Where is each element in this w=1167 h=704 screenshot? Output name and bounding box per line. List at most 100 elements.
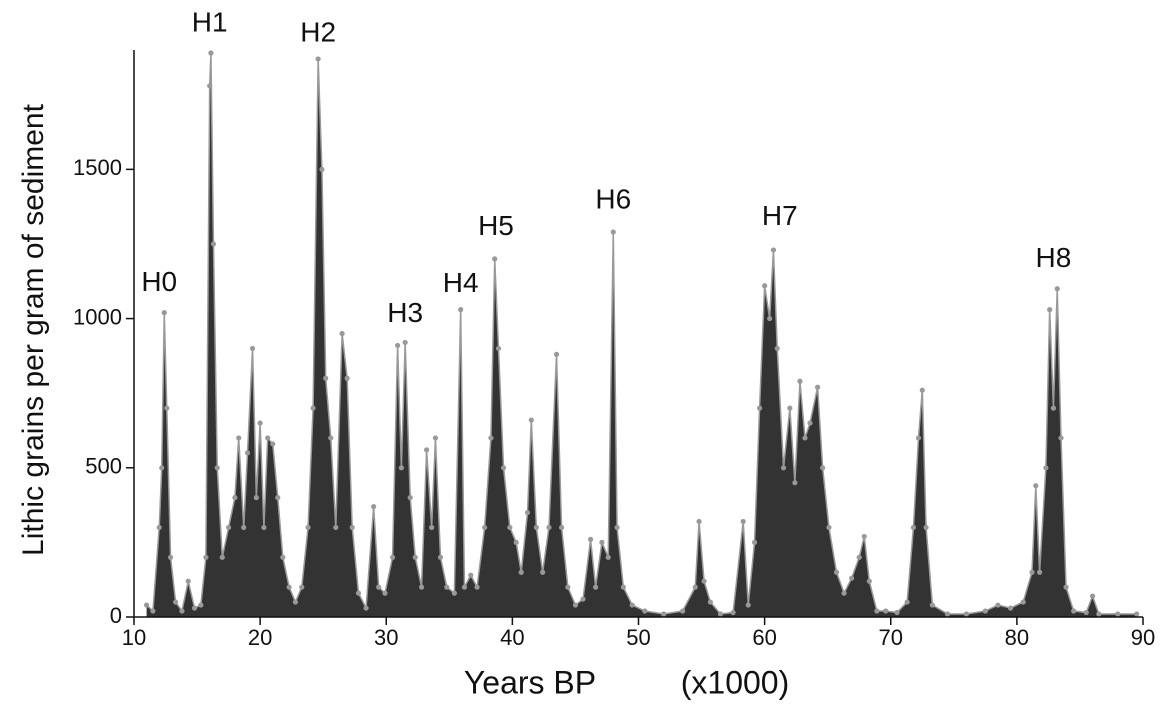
annotation: H5 (478, 210, 514, 241)
data-point (614, 524, 620, 531)
data-point (208, 50, 214, 56)
data-point (1134, 611, 1140, 617)
data-point (1096, 611, 1102, 617)
data-point (751, 539, 758, 545)
data-point (203, 554, 209, 560)
data-point (833, 569, 840, 575)
data-point (280, 554, 286, 560)
data-point (546, 524, 552, 531)
data-point (210, 241, 217, 247)
annotation: H0 (141, 266, 177, 297)
data-point (1020, 599, 1026, 605)
data-point (1071, 608, 1077, 614)
data-point (474, 584, 480, 590)
data-point (432, 435, 439, 441)
data-point (319, 166, 325, 172)
data-point (395, 342, 401, 349)
y-tick-label: 1000 (73, 304, 122, 329)
data-point (261, 524, 267, 531)
data-point (904, 599, 910, 605)
data-point (995, 602, 1001, 608)
data-point (305, 524, 311, 531)
data-point (236, 435, 242, 441)
data-point (915, 435, 922, 441)
data-point (866, 578, 872, 584)
annotation: H4 (443, 267, 479, 298)
x-axis-label: Years BP (464, 664, 596, 700)
data-point (495, 345, 502, 352)
data-point (315, 56, 321, 62)
data-point (355, 590, 362, 596)
data-point (605, 554, 611, 560)
data-point (513, 539, 519, 545)
data-point (265, 435, 271, 441)
data-point (507, 524, 513, 531)
x-tick-label: 40 (500, 625, 524, 650)
data-point (797, 378, 803, 384)
data-point (642, 608, 648, 614)
x-tick-label: 80 (1005, 625, 1029, 650)
data-point (756, 405, 763, 411)
data-point (144, 602, 150, 608)
data-point (680, 608, 686, 614)
data-point (807, 420, 813, 426)
data-point (820, 465, 826, 471)
data-point (407, 495, 413, 501)
data-point (802, 435, 808, 441)
data-point (894, 609, 900, 616)
data-point (339, 330, 345, 337)
data-point (244, 450, 251, 456)
data-point (349, 524, 355, 531)
data-point (219, 554, 225, 560)
y-axis-label: Lithic grains per gram of sediment (17, 103, 50, 556)
data-point (214, 465, 220, 471)
data-point (580, 596, 586, 602)
data-point (389, 554, 396, 560)
data-point (770, 247, 777, 253)
x-tick-label: 50 (626, 625, 650, 650)
data-point (919, 387, 925, 393)
data-point (599, 539, 605, 545)
y-tick-label: 0 (110, 603, 122, 628)
data-point (963, 611, 970, 617)
x-tick-label: 60 (752, 625, 776, 650)
data-point (593, 584, 599, 590)
data-point (745, 602, 751, 608)
data-point (402, 339, 408, 346)
annotation: H6 (595, 184, 631, 215)
data-point (167, 554, 174, 560)
data-point (164, 405, 170, 411)
data-point (1063, 584, 1069, 590)
data-point (156, 524, 162, 531)
data-point (553, 351, 560, 357)
data-point (328, 435, 334, 441)
data-point (874, 608, 880, 614)
data-point (286, 584, 292, 590)
x-tick-label: 30 (374, 625, 398, 650)
data-point (451, 590, 457, 596)
annotation: H8 (1036, 242, 1072, 273)
data-point (371, 503, 377, 510)
data-point (398, 465, 404, 471)
data-point (814, 384, 821, 390)
data-point (333, 524, 339, 531)
data-point (437, 554, 444, 560)
data-point (198, 602, 204, 608)
data-point (1083, 609, 1089, 616)
data-point (468, 572, 474, 578)
x-axis-unit: (x1000) (681, 664, 790, 700)
data-point (1036, 569, 1043, 575)
annotation: H2 (300, 17, 336, 48)
annotation: H1 (192, 6, 228, 37)
data-point (363, 605, 369, 611)
data-point (774, 345, 780, 352)
data-point (1033, 483, 1039, 489)
data-point (629, 602, 635, 608)
data-point (150, 608, 156, 614)
data-point (792, 480, 798, 486)
data-point (270, 441, 276, 447)
data-point (482, 524, 488, 531)
data-point (572, 602, 579, 608)
annotation: H7 (762, 200, 798, 231)
data-point (461, 584, 468, 590)
